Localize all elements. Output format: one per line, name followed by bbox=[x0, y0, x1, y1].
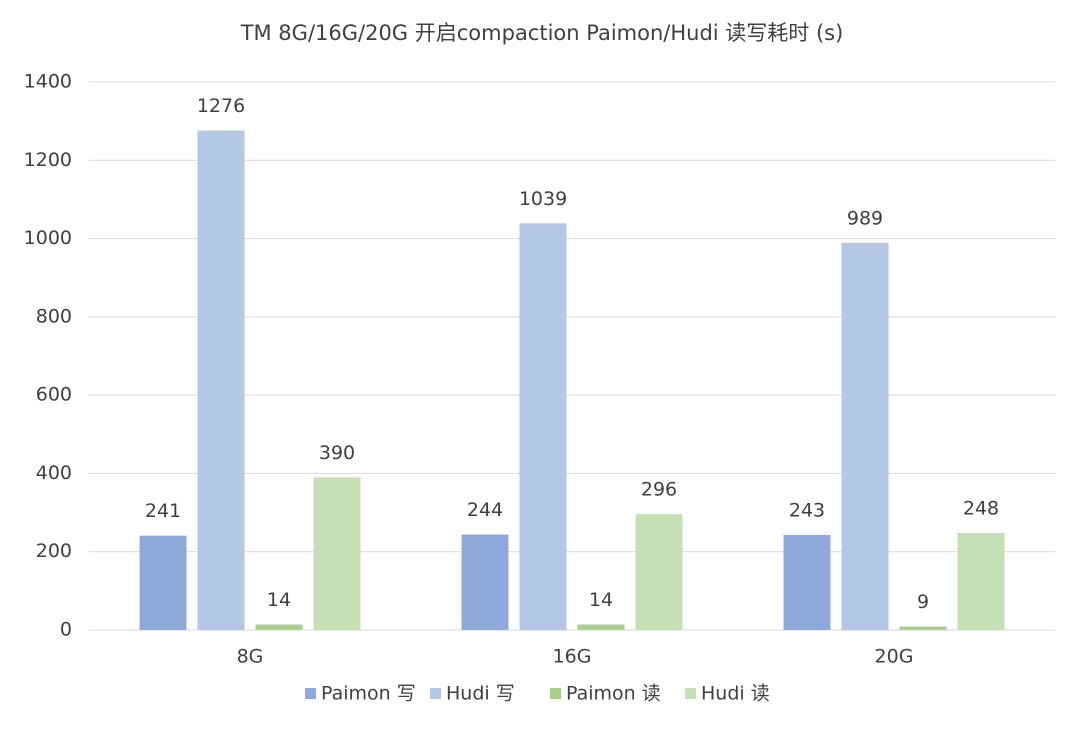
bar bbox=[577, 624, 625, 630]
bar bbox=[313, 477, 361, 630]
bar bbox=[957, 532, 1005, 630]
x-tick-label: 8G bbox=[237, 646, 264, 668]
legend-label: Paimon 写 bbox=[321, 683, 416, 705]
legend-label: Hudi 读 bbox=[701, 683, 770, 705]
value-label: 989 bbox=[847, 207, 883, 229]
legend-swatch bbox=[430, 688, 441, 699]
bar bbox=[899, 626, 947, 630]
bar bbox=[197, 130, 245, 630]
bar bbox=[635, 514, 683, 630]
legend-label: Paimon 读 bbox=[566, 683, 661, 705]
y-tick-label: 400 bbox=[36, 462, 72, 484]
bar bbox=[841, 242, 889, 630]
bar bbox=[139, 535, 187, 630]
value-label: 244 bbox=[467, 499, 503, 521]
chart-title: TM 8G/16G/20G 开启compaction Paimon/Hudi 读… bbox=[240, 21, 844, 45]
value-label: 1039 bbox=[519, 188, 567, 210]
value-label: 1276 bbox=[197, 95, 245, 117]
legend-swatch bbox=[550, 688, 561, 699]
y-tick-label: 1200 bbox=[24, 149, 72, 171]
y-tick-label: 200 bbox=[36, 540, 72, 562]
value-label: 390 bbox=[319, 442, 355, 464]
bar bbox=[783, 534, 831, 630]
bar bbox=[461, 534, 509, 630]
bar bbox=[255, 624, 303, 630]
y-tick-label: 0 bbox=[60, 619, 72, 641]
value-label: 243 bbox=[789, 499, 825, 521]
legend-label: Hudi 写 bbox=[446, 683, 515, 705]
y-tick-label: 600 bbox=[36, 384, 72, 406]
bar bbox=[519, 223, 567, 630]
y-tick-label: 800 bbox=[36, 305, 72, 327]
value-label: 9 bbox=[917, 591, 929, 613]
x-tick-label: 20G bbox=[875, 646, 914, 668]
value-label: 248 bbox=[963, 497, 999, 519]
legend-swatch bbox=[305, 688, 316, 699]
x-tick-label: 16G bbox=[553, 646, 592, 668]
value-label: 241 bbox=[145, 500, 181, 522]
value-label: 14 bbox=[267, 589, 291, 611]
value-label: 296 bbox=[641, 479, 677, 501]
y-tick-label: 1000 bbox=[24, 227, 72, 249]
value-label: 14 bbox=[589, 589, 613, 611]
legend-swatch bbox=[685, 688, 696, 699]
y-tick-label: 1400 bbox=[24, 71, 72, 93]
